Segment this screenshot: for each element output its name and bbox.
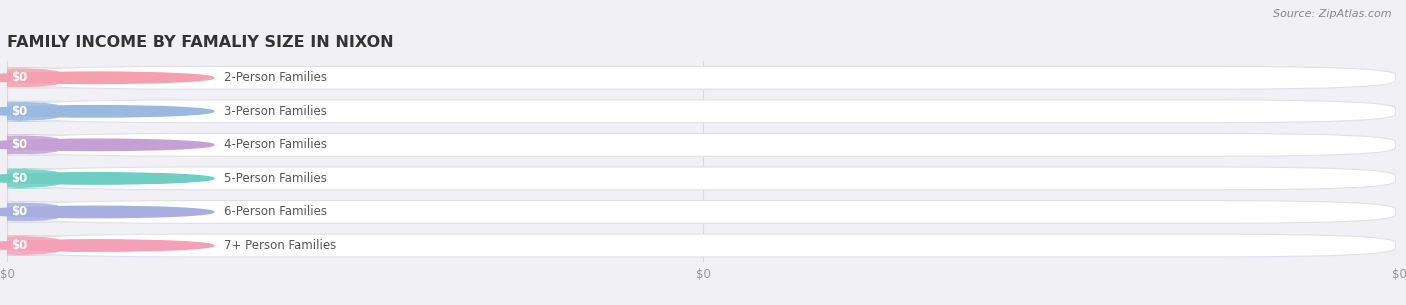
FancyBboxPatch shape — [10, 100, 1396, 123]
FancyBboxPatch shape — [0, 67, 83, 88]
Text: 5-Person Families: 5-Person Families — [224, 172, 328, 185]
Text: $0: $0 — [11, 71, 27, 84]
Text: 6-Person Families: 6-Person Families — [224, 206, 328, 218]
Circle shape — [0, 106, 214, 117]
FancyBboxPatch shape — [10, 66, 1396, 89]
FancyBboxPatch shape — [0, 168, 83, 189]
Text: 2-Person Families: 2-Person Families — [224, 71, 328, 84]
Text: $0: $0 — [11, 138, 27, 151]
FancyBboxPatch shape — [10, 167, 1396, 190]
FancyBboxPatch shape — [0, 202, 83, 222]
Circle shape — [0, 139, 214, 151]
Circle shape — [0, 173, 214, 184]
Circle shape — [0, 240, 214, 251]
Circle shape — [0, 72, 214, 84]
FancyBboxPatch shape — [10, 134, 1396, 156]
Text: 4-Person Families: 4-Person Families — [224, 138, 328, 151]
Text: Source: ZipAtlas.com: Source: ZipAtlas.com — [1274, 9, 1392, 19]
Text: $0: $0 — [11, 172, 27, 185]
Text: $0: $0 — [11, 105, 27, 118]
Circle shape — [0, 206, 214, 218]
FancyBboxPatch shape — [10, 201, 1396, 223]
FancyBboxPatch shape — [10, 234, 1396, 257]
FancyBboxPatch shape — [0, 235, 83, 256]
Text: 3-Person Families: 3-Person Families — [224, 105, 328, 118]
Text: 7+ Person Families: 7+ Person Families — [224, 239, 336, 252]
FancyBboxPatch shape — [0, 135, 83, 155]
FancyBboxPatch shape — [0, 101, 83, 122]
Text: $0: $0 — [11, 239, 27, 252]
Text: $0: $0 — [11, 206, 27, 218]
Text: FAMILY INCOME BY FAMALIY SIZE IN NIXON: FAMILY INCOME BY FAMALIY SIZE IN NIXON — [7, 35, 394, 50]
